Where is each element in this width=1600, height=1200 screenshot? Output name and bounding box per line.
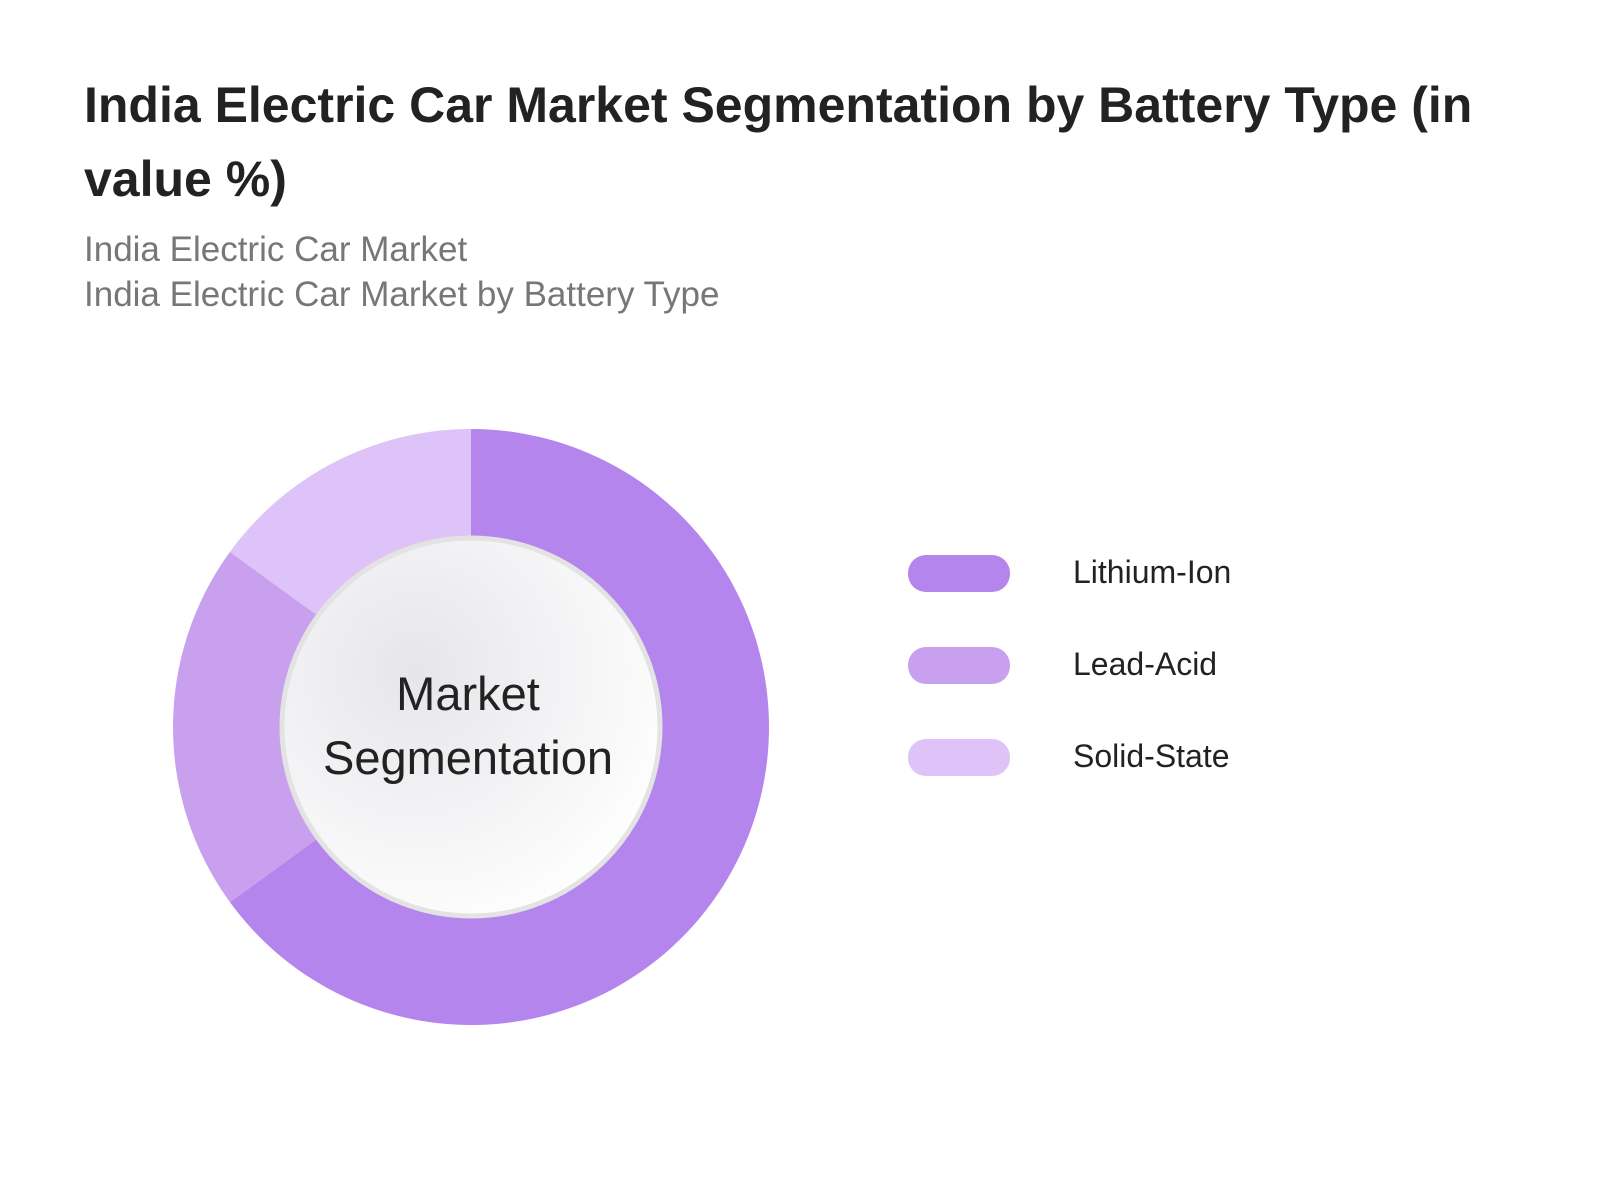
legend-label: Lithium-Ion — [1073, 554, 1232, 590]
legend-label: Lead-Acid — [1073, 646, 1218, 682]
donut-center — [279, 535, 663, 919]
chart-subtitle-line-2: India Electric Car Market by Battery Typ… — [84, 275, 720, 314]
legend-item-lead-acid: Lead-Acid — [908, 622, 1358, 714]
chart-title: India Electric Car Market Segmentation b… — [84, 77, 1473, 207]
chart-legend: Lithium-Ion Lead-Acid Solid-State — [908, 530, 1358, 806]
chart-subtitle-line-1: India Electric Car Market — [84, 230, 468, 269]
legend-swatch — [908, 739, 1010, 776]
donut-center-label: Market Segmentation — [288, 662, 648, 790]
center-label-line-1: Market — [396, 667, 540, 720]
legend-swatch — [908, 647, 1010, 684]
legend-item-lithium-ion: Lithium-Ion — [908, 530, 1358, 622]
legend-label: Solid-State — [1073, 738, 1230, 774]
legend-swatch — [908, 555, 1010, 592]
legend-item-solid-state: Solid-State — [908, 714, 1358, 806]
center-label-line-2: Segmentation — [322, 731, 614, 784]
